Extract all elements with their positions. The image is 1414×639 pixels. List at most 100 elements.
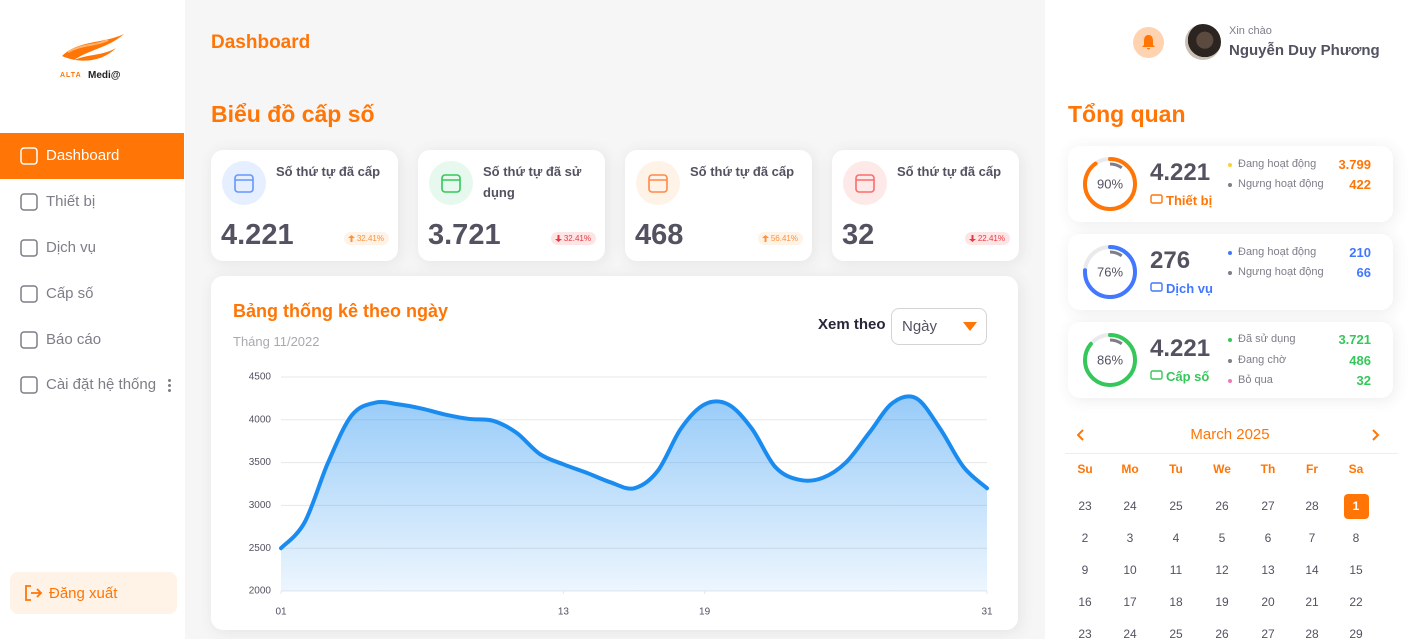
- legend-dot: [1228, 358, 1232, 363]
- menu-icon: [20, 239, 38, 257]
- calendar-day[interactable]: 17: [1123, 595, 1137, 609]
- overview-name: Cấp số: [1166, 369, 1210, 384]
- stat-icon: [843, 161, 887, 205]
- arrow: [761, 235, 769, 242]
- calendar-day[interactable]: 8: [1352, 531, 1360, 545]
- row-label: Ngưng hoạt động: [1238, 266, 1324, 278]
- logo-brand: ALTA: [60, 72, 82, 79]
- calendar-nav[interactable]: [1372, 429, 1380, 441]
- row-label: Đang chờ: [1238, 353, 1287, 366]
- calendar-nav[interactable]: [1077, 429, 1085, 441]
- calendar-day[interactable]: 21: [1305, 595, 1319, 609]
- calendar-day[interactable]: 27: [1261, 627, 1275, 639]
- filter-dropdown[interactable]: Ngày: [891, 308, 987, 345]
- y-tick-label: 3000: [249, 500, 272, 511]
- calendar-day[interactable]: 28: [1305, 627, 1319, 639]
- calendar-day[interactable]: 23: [1078, 499, 1092, 513]
- overview-total: 4.221: [1150, 335, 1211, 362]
- x-tick-label: 19: [699, 607, 711, 618]
- menu-item[interactable]: Dashboard: [0, 133, 184, 179]
- calendar-day[interactable]: 3: [1126, 531, 1134, 545]
- calendar-day[interactable]: 11: [1169, 563, 1183, 577]
- row-value: 3.721: [1338, 332, 1371, 347]
- stat-value: 4.221: [221, 219, 294, 251]
- row-label: Đã sử dụng: [1238, 333, 1296, 345]
- stat-card: Số thứ tự đã cấp 32 22.41%: [832, 150, 1019, 261]
- calendar-day[interactable]: 20: [1261, 595, 1275, 609]
- menu-icon: [20, 331, 38, 349]
- overview-icon: [1150, 282, 1163, 292]
- menu-item[interactable]: Thiết bị: [0, 179, 184, 225]
- calendar-day[interactable]: 15: [1349, 563, 1363, 577]
- calendar-day[interactable]: 13: [1261, 563, 1275, 577]
- ring-label: 76%: [1097, 264, 1123, 279]
- menu-item[interactable]: Cấp số: [0, 271, 184, 317]
- row-label: Ngưng hoạt động: [1238, 178, 1324, 190]
- row-value: 3.799: [1338, 157, 1371, 172]
- calendar-day[interactable]: 24: [1123, 627, 1137, 639]
- area-chart: 2000 2500 3000 3500 4000 4500 01 13 19 31: [249, 372, 993, 618]
- calendar-day[interactable]: 29: [1349, 627, 1363, 639]
- stat-card: Số thứ tự đã sử dụng 3.721 32.41%: [418, 150, 605, 261]
- overview-icon: [1150, 370, 1163, 380]
- logout-button[interactable]: Đăng xuất: [10, 572, 177, 614]
- stat-icon: [429, 161, 473, 205]
- row-label: Đang hoạt động: [1238, 158, 1317, 170]
- row-value: 66: [1356, 265, 1371, 280]
- filter-value: Ngày: [902, 318, 938, 335]
- y-tick-label: 4500: [249, 372, 272, 383]
- menu-label: Dashboard: [46, 147, 120, 164]
- progress-ring: 86%: [1083, 333, 1137, 387]
- stat-badge: 22.41%: [964, 232, 1010, 245]
- row-label: Bỏ qua: [1238, 374, 1273, 386]
- stat-label: Số thứ tự đã sử dụng: [483, 164, 582, 200]
- calendar-day[interactable]: 27: [1261, 499, 1275, 513]
- menu-item[interactable]: Báo cáo: [0, 317, 184, 363]
- calendar-day[interactable]: 23: [1078, 627, 1092, 639]
- calendar-day[interactable]: 2: [1081, 531, 1089, 545]
- calendar-day[interactable]: 5: [1218, 531, 1226, 545]
- calendar-day[interactable]: 1: [1352, 499, 1360, 513]
- stat-icon-shape: [441, 174, 461, 193]
- trend-arrow: [968, 235, 976, 242]
- calendar-day[interactable]: 14: [1305, 563, 1319, 577]
- calendar-day[interactable]: 19: [1215, 595, 1229, 609]
- menu-label: Báo cáo: [46, 331, 102, 348]
- calendar-day[interactable]: 6: [1264, 531, 1272, 545]
- calendar-day[interactable]: 10: [1123, 563, 1137, 577]
- menu-item[interactable]: Dịch vụ: [0, 225, 184, 271]
- calendar-day[interactable]: 25: [1169, 627, 1183, 639]
- legend-dot: [1228, 163, 1232, 167]
- calendar-day[interactable]: 18: [1169, 595, 1183, 609]
- calendar-day[interactable]: 7: [1308, 531, 1316, 545]
- calendar-day[interactable]: 24: [1123, 499, 1137, 513]
- icon-shape: [20, 331, 38, 349]
- stat-value: 468: [635, 219, 684, 251]
- icon-shape: [1150, 194, 1163, 204]
- icon-shape: [20, 239, 38, 257]
- calendar-day[interactable]: 26: [1215, 627, 1229, 639]
- section-title: Biểu đồ cấp số: [211, 101, 375, 127]
- calendar-day[interactable]: 25: [1169, 499, 1183, 513]
- icon-shape: [20, 376, 38, 394]
- right-panel: [1045, 0, 1414, 639]
- menu-label: Cấp số: [46, 285, 94, 302]
- overview-card: 76% 276 Dịch vụ Đang hoạt động 210 Ngưng hoạt…: [1068, 234, 1393, 310]
- calendar-day[interactable]: 16: [1078, 595, 1092, 609]
- y-tick-label: 2000: [249, 586, 272, 597]
- x-tick-label: 01: [275, 607, 287, 618]
- calendar-day[interactable]: 28: [1305, 499, 1319, 513]
- menu-label: Thiết bị: [46, 193, 96, 210]
- menu-item[interactable]: Cài đặt hệ thống: [0, 362, 184, 408]
- bell-button[interactable]: [1133, 27, 1164, 58]
- calendar-day[interactable]: 4: [1172, 531, 1180, 545]
- ring-progress: [1083, 333, 1137, 387]
- calendar-day[interactable]: 12: [1215, 563, 1229, 577]
- calendar-day[interactable]: 26: [1215, 499, 1229, 513]
- arrow: [347, 235, 355, 242]
- legend-dot: [1228, 251, 1232, 255]
- menu-label: Dịch vụ: [46, 239, 97, 256]
- calendar-day[interactable]: 9: [1081, 563, 1089, 577]
- calendar-day[interactable]: 22: [1349, 595, 1363, 609]
